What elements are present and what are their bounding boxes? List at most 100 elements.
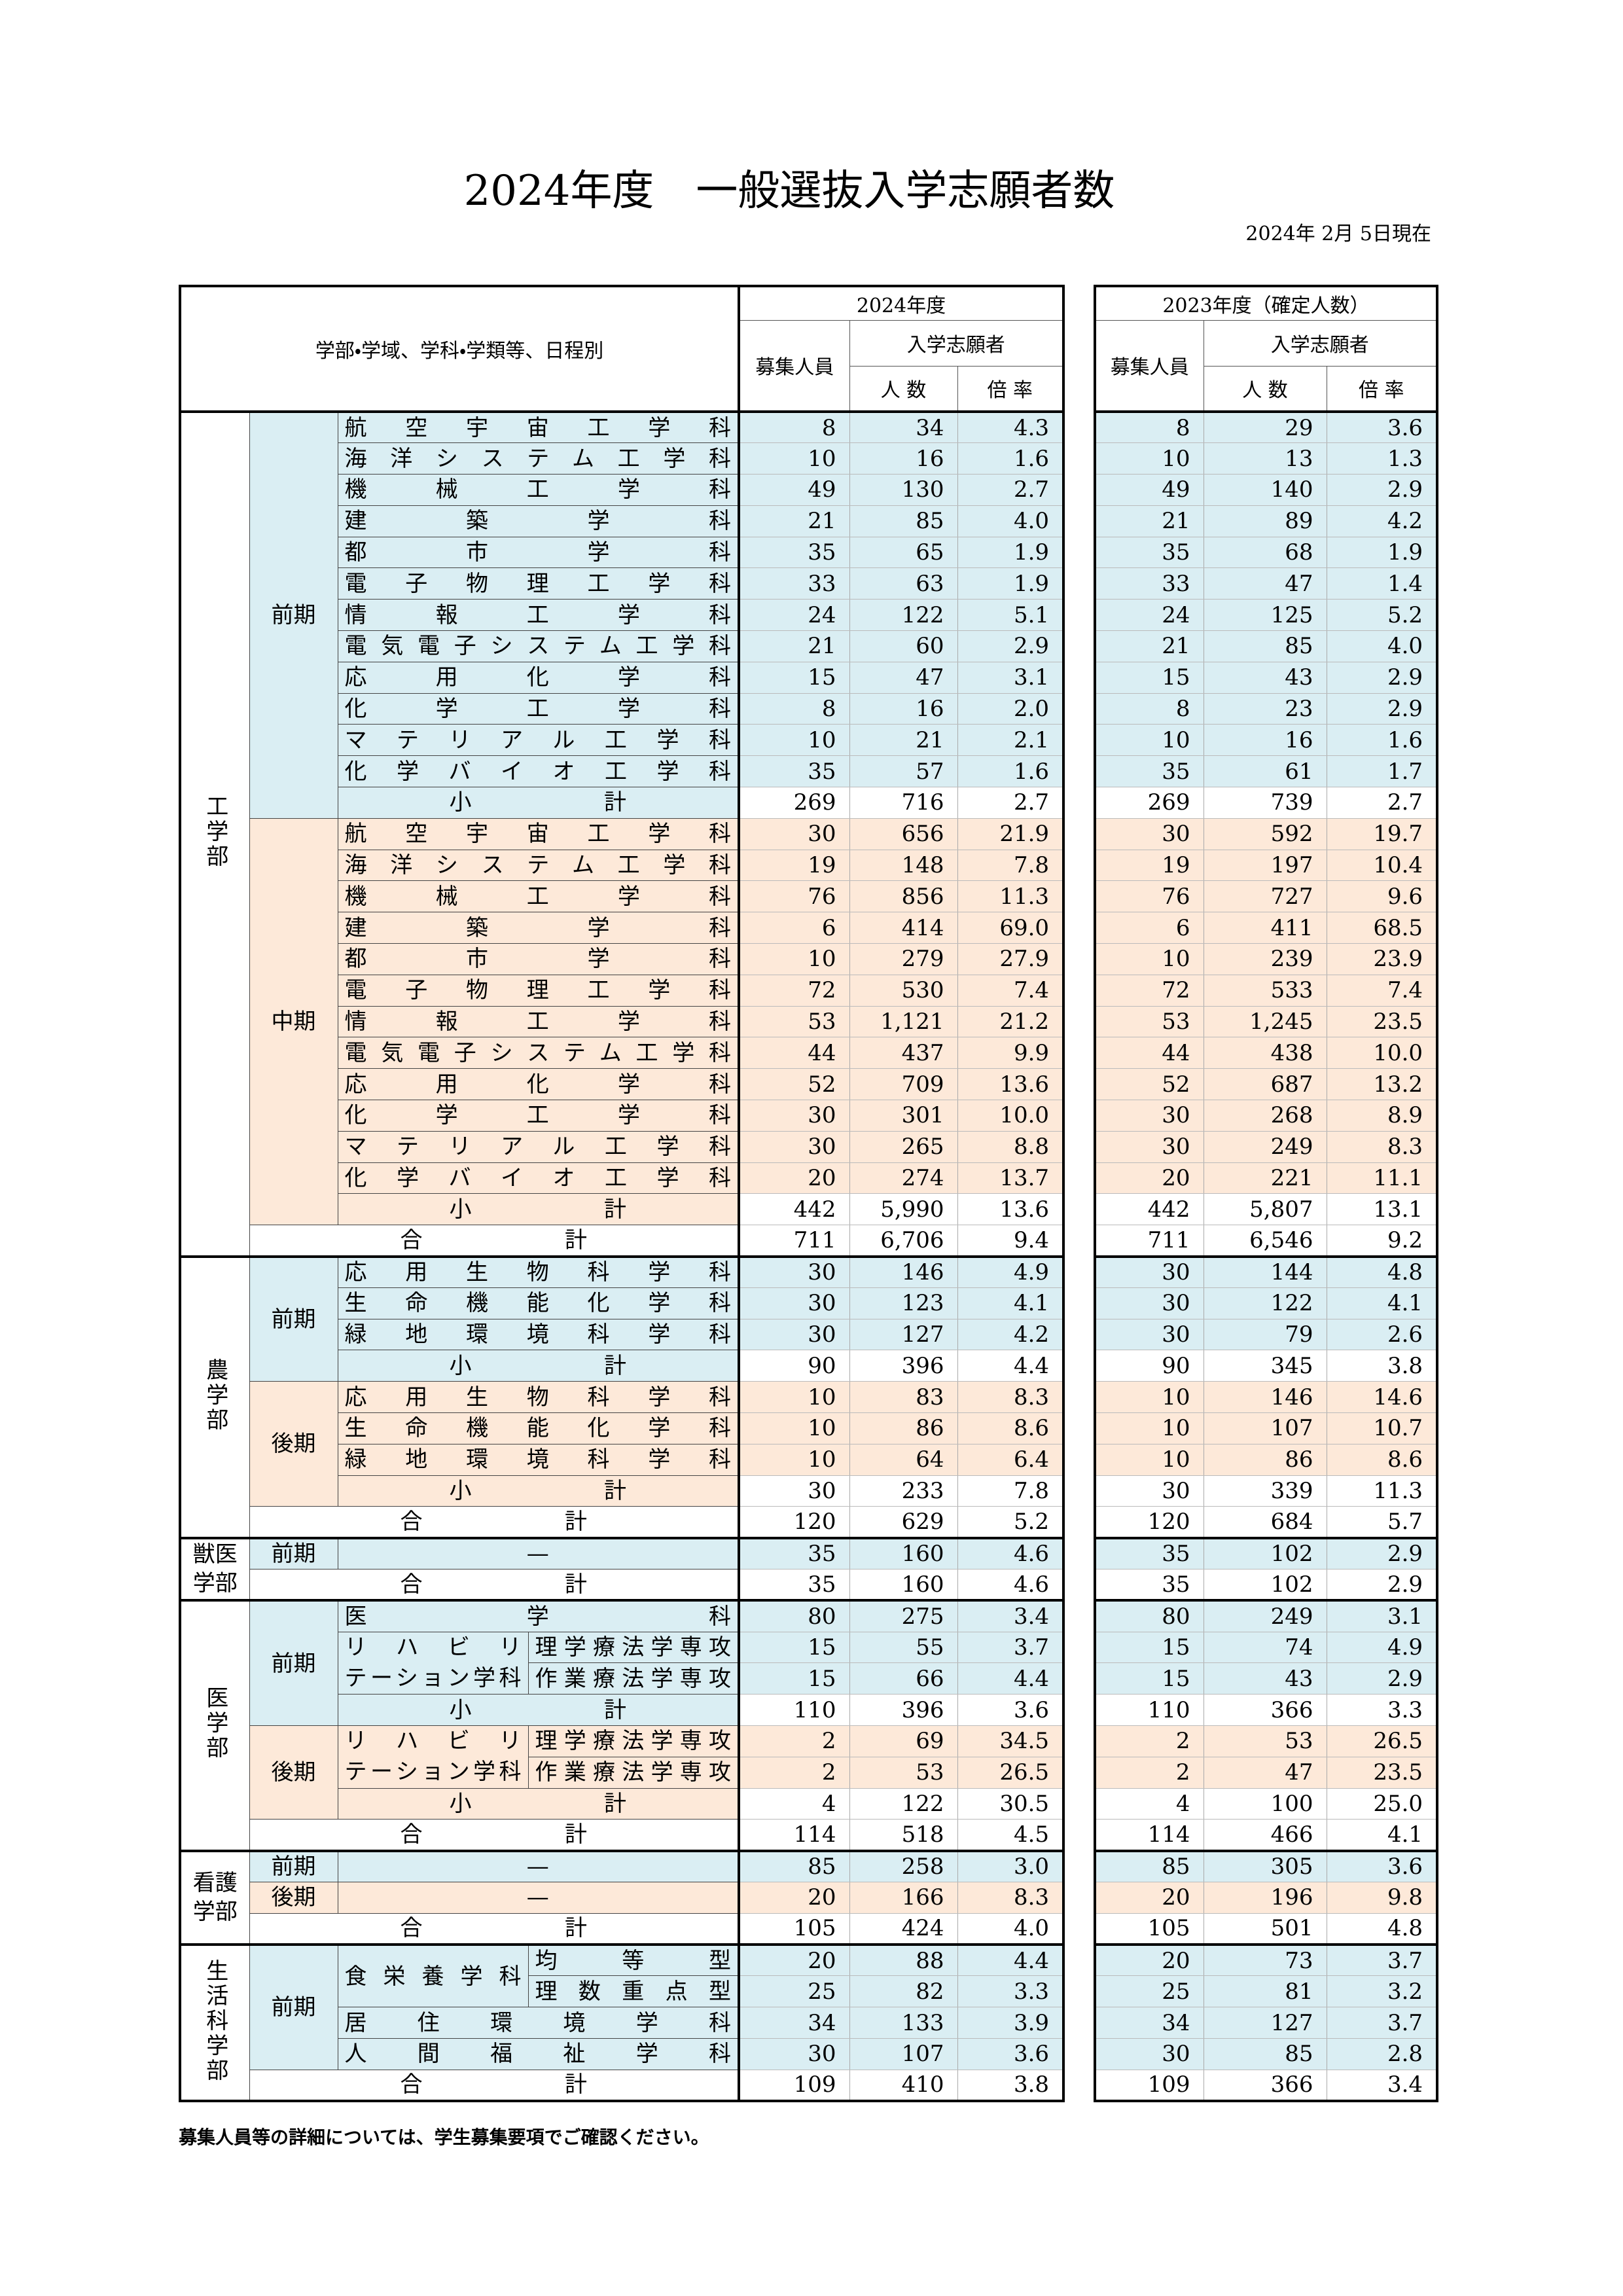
dept-name: 都市学科 <box>337 536 740 569</box>
row: 72 533 7.4 <box>1094 974 1438 1007</box>
cell-value: 80 <box>738 1599 850 1632</box>
cell-value: 9.2 <box>1326 1225 1438 1257</box>
row: 711 6,546 9.2 <box>1094 1225 1438 1257</box>
cell-value: 268 <box>1203 1100 1327 1132</box>
cell-value: 13.1 <box>1326 1193 1438 1226</box>
row: 10 16 1.6 <box>1094 724 1438 757</box>
table-2023: 2023年度（確定人数） 募集人員 入学志願者 人 数倍 率 8 29 3.6 10 13… <box>1094 285 1439 2103</box>
cell-value: 4.4 <box>957 1943 1064 1977</box>
cell-value: 110 <box>1094 1694 1204 1726</box>
dept-name: 電気電子システム工学科 <box>337 630 740 662</box>
cell-value: 83 <box>849 1381 958 1413</box>
dept-name: 居住環境学科 <box>337 2007 740 2039</box>
cell-value: 85 <box>738 1849 850 1882</box>
cell-value: 10 <box>1094 1381 1204 1413</box>
cell-value: 15 <box>738 661 850 694</box>
cell-value: 2.9 <box>1326 661 1438 694</box>
cell-value: 60 <box>849 630 958 662</box>
cell-value: 29 <box>1203 410 1327 444</box>
cell-value: 2.8 <box>1326 2037 1438 2070</box>
cell-value: 10 <box>738 724 850 757</box>
row: 15 74 4.9 <box>1094 1631 1438 1664</box>
cell-value: 9.8 <box>1326 1881 1438 1914</box>
cell-value: 10 <box>738 943 850 975</box>
cell-value: 30 <box>738 1100 850 1132</box>
cell-value: 44 <box>738 1037 850 1069</box>
row: 24 125 5.2 <box>1094 599 1438 632</box>
row: 53 1,245 23.5 <box>1094 1005 1438 1038</box>
cell-value: 23.5 <box>1326 1756 1438 1789</box>
cell-value: 73 <box>1203 1943 1327 1977</box>
cell-value: 2 <box>1094 1756 1204 1789</box>
cell-value: 8 <box>1094 410 1204 444</box>
cell-value: 10 <box>738 1381 850 1413</box>
cell-value: 102 <box>1203 1536 1327 1570</box>
row: 後期 —20 166 8.3 <box>180 1881 1064 1914</box>
cell-value: 146 <box>1203 1381 1327 1413</box>
cell-value: 20 <box>1094 1881 1204 1914</box>
cell-value: 8.3 <box>957 1881 1064 1914</box>
row: 合計 109 410 3.8 <box>180 2069 1064 2102</box>
row: 後期 応用生物科学科 10 83 8.3 <box>180 1381 1064 1507</box>
row: 合計 120 629 5.2 <box>180 1506 1064 1539</box>
cell-value: 34 <box>738 2007 850 2039</box>
dept-name: 建築学科 <box>337 505 740 537</box>
cell-value: 8.6 <box>957 1412 1064 1444</box>
cell-value: 10 <box>738 442 850 475</box>
cell-value: 110 <box>738 1694 850 1726</box>
row: 33 47 1.4 <box>1094 567 1438 600</box>
cell-value: 8.9 <box>1326 1100 1438 1132</box>
dept-name: 医学科 <box>337 1599 740 1632</box>
cell-value: 4.0 <box>1326 630 1438 662</box>
dept-name: 緑地環境科学科 <box>337 1318 740 1351</box>
row: 応用化学科 15 47 3.1 <box>180 661 1064 694</box>
cell-value: 86 <box>849 1412 958 1444</box>
row: 化学バイオ工学科 35 57 1.6 <box>180 755 1064 788</box>
cell-value: 90 <box>738 1350 850 1382</box>
dept-name: 電子物理工学科 <box>337 567 740 600</box>
row: 建築学科 6 414 69.0 <box>180 912 1064 944</box>
row: 10 146 14.6 <box>1094 1381 1438 1413</box>
cell-value: 4.1 <box>1326 1819 1438 1852</box>
cell-value: 4.5 <box>957 1819 1064 1852</box>
cell-value: 23.5 <box>1326 1005 1438 1038</box>
row: 8 23 2.9 <box>1094 692 1438 725</box>
row: 10 13 1.3 <box>1094 442 1438 475</box>
cell-value: 10.4 <box>1326 849 1438 882</box>
row: 6 411 68.5 <box>1094 912 1438 944</box>
cell-value: 34 <box>1094 2007 1204 2039</box>
cell-value: 3.7 <box>1326 2007 1438 2039</box>
cell-value: 55 <box>849 1631 958 1664</box>
cell-value: 2.7 <box>957 474 1064 506</box>
cell-value: 35 <box>738 1536 850 1570</box>
cell-value: 1,245 <box>1203 1005 1327 1038</box>
cell-value: 10 <box>1094 724 1204 757</box>
row: 30 85 2.8 <box>1094 2037 1438 2070</box>
cell-value: 4.2 <box>957 1318 1064 1351</box>
cell-value: 68.5 <box>1326 912 1438 944</box>
dept-name: 航空宇宙工学科 <box>337 817 740 850</box>
cell-value: 21.2 <box>957 1005 1064 1038</box>
row: 小計 90 396 4.4 <box>180 1350 1064 1382</box>
cell-value: 197 <box>1203 849 1327 882</box>
cell-value: 856 <box>849 880 958 913</box>
subtotal-label: 小計 <box>337 1787 740 1820</box>
faculty-cell: 生活科学部 <box>179 1943 250 2102</box>
cell-value: 629 <box>849 1506 958 1539</box>
cell-value: 63 <box>849 567 958 600</box>
sub-name: 作業療法学専攻 <box>527 1756 740 1789</box>
cell-value: 3.1 <box>957 661 1064 694</box>
row: 85 305 3.6 <box>1094 1849 1438 1882</box>
cell-value: 709 <box>849 1068 958 1101</box>
cell-value: 4.0 <box>957 1912 1064 1945</box>
cell-value: 10.0 <box>1326 1037 1438 1069</box>
cell-value: 35 <box>1094 1536 1204 1570</box>
cell-value: 265 <box>849 1130 958 1163</box>
row: 後期 リハビリ テーション学科 理学療法学専攻 2 69 34.5 <box>180 1725 1064 1820</box>
cell-value: 23 <box>1203 692 1327 725</box>
cell-value: 4.1 <box>957 1287 1064 1319</box>
row: 情報工学科 53 1,121 21.2 <box>180 1005 1064 1038</box>
row: 25 81 3.2 <box>1094 1975 1438 2008</box>
faculty-name: 獣医学部 <box>192 1541 238 1597</box>
cell-value: 396 <box>849 1694 958 1726</box>
